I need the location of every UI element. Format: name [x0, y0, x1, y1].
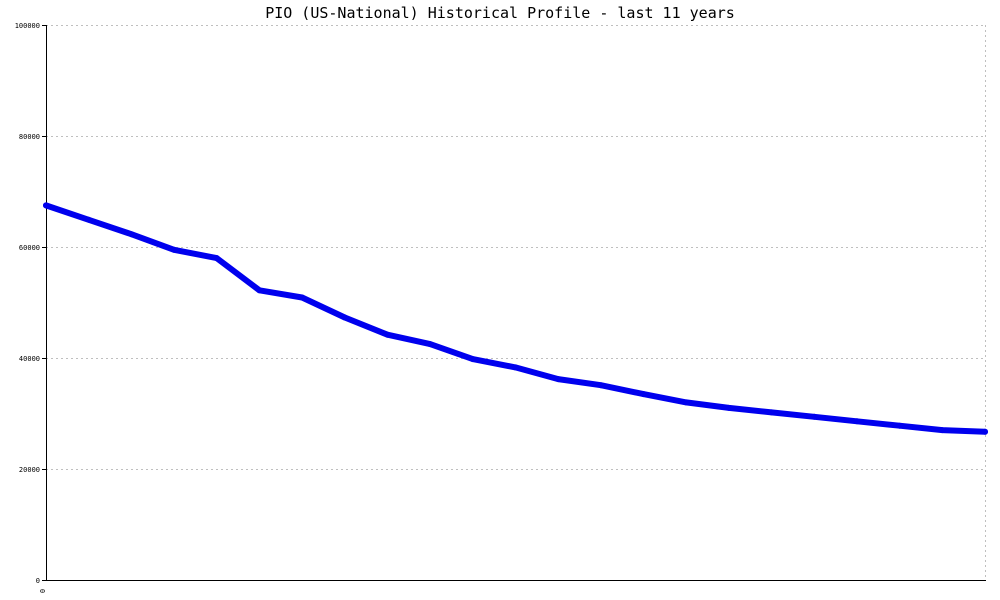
- y-tick-label: 100000: [15, 22, 40, 30]
- data-point: [555, 376, 562, 383]
- y-tick-label: 40000: [19, 355, 40, 363]
- data-point: [939, 427, 946, 434]
- data-point: [341, 314, 348, 321]
- data-point: [597, 382, 604, 389]
- x-tick-label: 0: [39, 589, 47, 593]
- y-tick-label: 60000: [19, 244, 40, 252]
- axes: [42, 25, 986, 581]
- data-point: [725, 404, 732, 411]
- data-point: [469, 356, 476, 363]
- data-point: [811, 413, 818, 420]
- data-point: [427, 341, 434, 348]
- data-point: [640, 391, 647, 398]
- data-point: [854, 418, 860, 425]
- data-point: [213, 255, 220, 262]
- data-point: [256, 287, 263, 294]
- series-line: [43, 202, 988, 435]
- y-tick-label: 0: [36, 577, 40, 585]
- data-point: [384, 331, 391, 338]
- y-axis-tick-labels: 0 20000 40000 60000 80000 100000: [15, 22, 40, 585]
- data-point: [43, 202, 49, 209]
- series-layer: [43, 202, 988, 435]
- data-point: [512, 364, 519, 371]
- data-point: [683, 399, 690, 406]
- data-point: [85, 216, 92, 223]
- grid-lines: [46, 25, 986, 580]
- x-axis-tick-labels: 0: [39, 589, 47, 593]
- data-point: [128, 231, 135, 238]
- y-tick-label: 80000: [19, 133, 40, 141]
- data-point: [768, 409, 775, 416]
- chart-title: PIO (US-National) Historical Profile - l…: [265, 4, 735, 22]
- data-point: [171, 246, 177, 253]
- data-point: [896, 422, 903, 429]
- data-point: [982, 428, 988, 435]
- data-point: [299, 294, 306, 301]
- y-tick-label: 20000: [19, 466, 40, 474]
